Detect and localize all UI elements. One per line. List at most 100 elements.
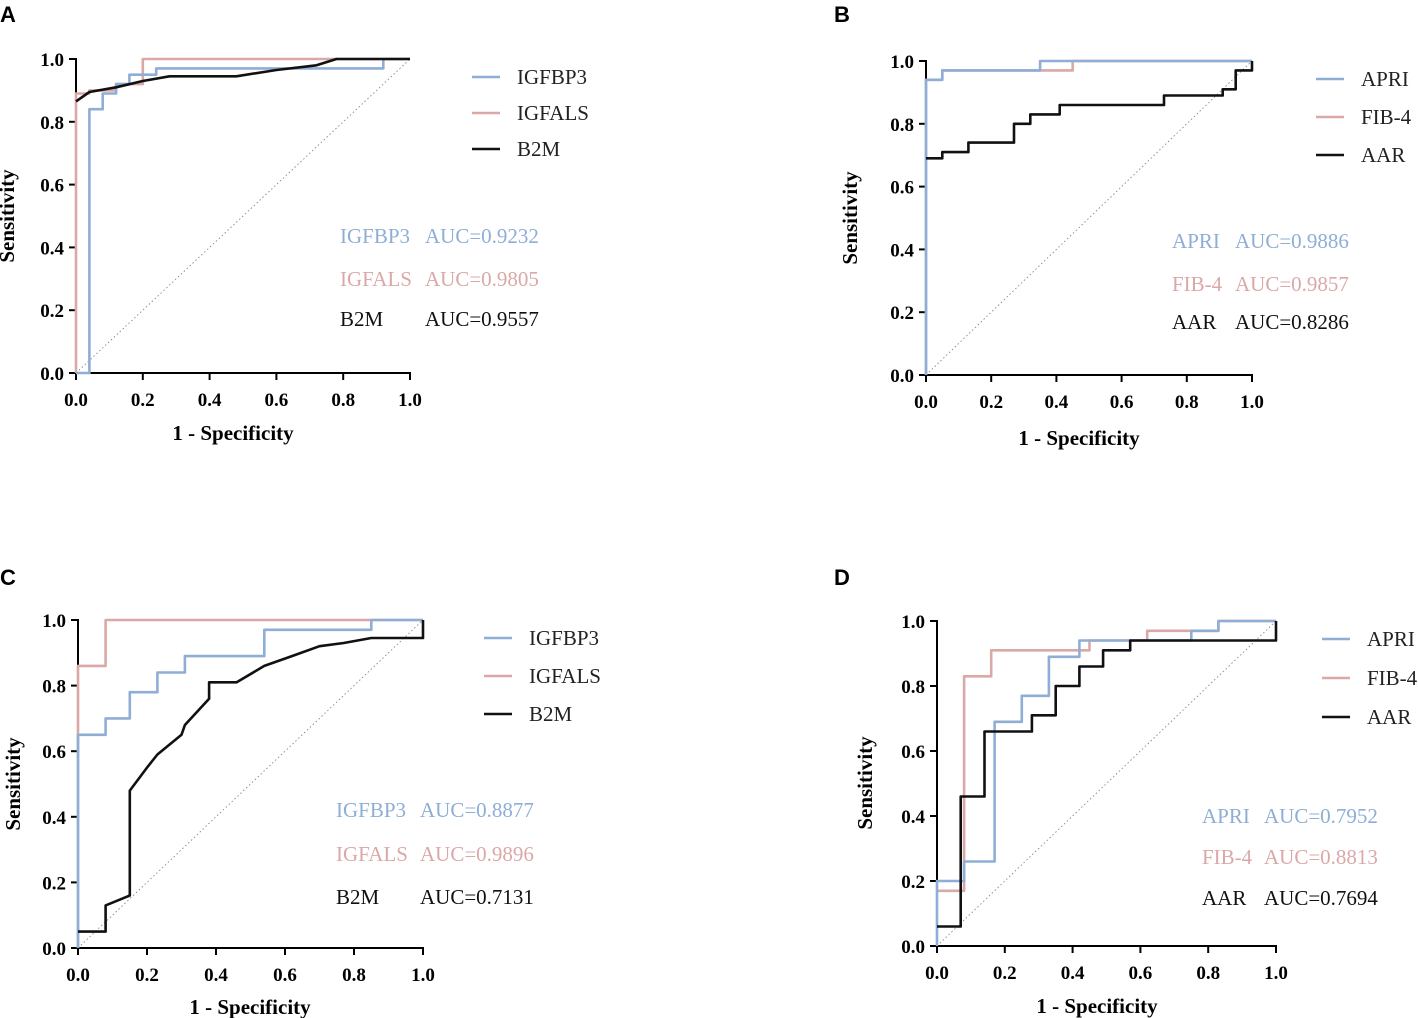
panel-c-y-tick-label: 0.8 [42,677,66,698]
panel-a-reference-diagonal [75,58,411,374]
panel-a-auc-name-b2m: B2M [340,307,384,331]
panel-a-curve-igfbp3 [76,57,410,375]
panel-b-x-tick-label: 0.4 [1045,392,1069,413]
panel-a-x-tick-label: 0.2 [131,390,155,411]
panel-d-auc-value-apri: AUC=0.7952 [1264,804,1378,828]
panel-d-y-tick-label: 0.8 [901,677,925,698]
panel-d-y-tick-label: 0.0 [901,937,925,958]
panel-b-legend-label-apri: APRI [1361,67,1409,91]
panel-c-x-tick-label: 0.8 [342,965,366,986]
panel-a-x-tick-label: 0.0 [64,390,88,411]
panel-c-auc-value-b2m: AUC=0.7131 [420,885,534,909]
panel-d-auc-name-apri: APRI [1202,804,1250,828]
panel-b-x-tick-label: 0.2 [979,392,1003,413]
panel-a-y-tick-label: 1.0 [40,50,64,71]
panel-c-legend-label-igfbp3: IGFBP3 [529,626,599,650]
panel-c-y-tick-label: 0.4 [42,808,66,829]
panel-d-x-tick-label: 0.4 [1061,963,1085,984]
panel-d-curve-apri [935,619,1276,946]
panel-b-y-tick-label: 0.0 [890,366,914,387]
panel-c-letter: C [0,565,16,590]
panel-c-y-tick-label: 0.2 [42,873,66,894]
panel-d: D 0.0 0.2 0.4 0.6 0.8 1.0 0.0 0.2 0.4 0.6 0.8 1.0 1 -… [834,565,1418,1018]
panel-d-legend-label-aar: AAR [1367,705,1411,729]
panel-b-y-tick-label: 0.8 [890,115,914,136]
panel-b-auc-name-fib-4: FIB-4 [1172,272,1223,296]
panel-a-legend-label-b2m: B2M [517,137,561,161]
panel-c-x-tick-label: 0.6 [273,965,297,986]
panel-b: B 0.0 0.2 0.4 0.6 0.8 1.0 0.0 0.2 0.4 0.6 0.8 1.0 1 -… [834,2,1412,450]
panel-a-y-tick-label: 0.2 [40,301,64,322]
panel-a-x-tick-label: 0.6 [265,390,289,411]
panel-c: C 0.0 0.2 0.4 0.6 0.8 1.0 0.0 0.2 0.4 0.6 0.8 1.0 1 -… [0,565,601,1018]
panel-d-letter: D [834,565,850,590]
panel-a-y-tick-label: 0.4 [40,238,64,259]
panel-c-legend-label-igfals: IGFALS [529,664,601,688]
panel-c-y-tick-label: 1.0 [42,611,66,632]
panel-c-x-tick-label: 1.0 [411,965,435,986]
panel-b-reference-diagonal [925,60,1253,376]
panel-d-x-tick-label: 0.2 [993,963,1017,984]
panel-c-y-axis-title: Sensitivity [1,737,25,831]
panel-b-auc-value-fib-4: AUC=0.9857 [1235,272,1349,296]
panel-d-x-tick-label: 0.0 [925,963,949,984]
panel-a-curve-b2m [75,57,410,103]
panel-b-legend-label-aar: AAR [1361,143,1405,167]
panel-b-y-axis-title: Sensitivity [838,171,862,265]
panel-c-auc-name-igfbp3: IGFBP3 [336,798,406,822]
panel-c-legend-label-b2m: B2M [529,702,573,726]
panel-b-x-tick-label: 0.6 [1110,392,1134,413]
panel-a-y-axis-title: Sensitivity [0,169,19,263]
panel-c-curve-igfbp3 [76,618,423,948]
panel-c-reference-diagonal [77,619,424,949]
panel-c-auc-name-b2m: B2M [336,885,380,909]
panel-a-auc-value-igfbp3: AUC=0.9232 [425,224,539,248]
panel-a-x-axis-title: 1 - Specificity [172,421,294,445]
panel-a-auc-name-igfals: IGFALS [340,267,412,291]
panel-b-x-tick-label: 1.0 [1240,392,1264,413]
panel-d-curve-aar [937,621,1278,928]
panel-a-auc-value-igfals: AUC=0.9805 [425,267,539,291]
panel-a-letter: A [0,2,16,27]
panel-d-auc-value-aar: AUC=0.7694 [1264,886,1378,910]
panel-d-x-tick-label: 0.6 [1129,963,1153,984]
panel-b-curve-aar [926,61,1254,160]
panel-d-y-tick-label: 0.2 [901,872,925,893]
panel-d-x-tick-label: 1.0 [1264,963,1288,984]
panel-a-legend-label-igfals: IGFALS [517,101,589,125]
panel-a-x-tick-label: 0.8 [331,390,355,411]
panel-d-x-tick-label: 0.8 [1196,963,1220,984]
panel-d-y-tick-label: 0.6 [901,742,925,763]
panel-b-y-tick-label: 0.2 [890,303,914,324]
panel-b-x-tick-label: 0.0 [914,392,938,413]
panel-c-y-tick-label: 0.6 [42,742,66,763]
panel-c-y-tick-label: 0.0 [42,939,66,960]
panel-c-x-tick-label: 0.0 [66,965,90,986]
panel-d-legend-label-fib-4: FIB-4 [1367,666,1418,690]
panel-b-legend-label-fib-4: FIB-4 [1361,105,1412,129]
panel-b-auc-name-apri: APRI [1172,229,1220,253]
panel-c-auc-value-igfbp3: AUC=0.8877 [420,798,534,822]
panel-a: A 0.0 0.2 0.4 0.6 0.8 1.0 0.0 0.2 0.4 0.6 0.8 1.0 1 -… [0,2,589,445]
panel-c-x-axis-title: 1 - Specificity [189,995,311,1018]
panel-a-auc-value-b2m: AUC=0.9557 [425,307,539,331]
panel-b-auc-value-aar: AUC=0.8286 [1235,310,1349,334]
panel-a-x-tick-label: 0.4 [198,390,222,411]
panel-c-auc-value-igfals: AUC=0.9896 [420,842,534,866]
panel-a-y-tick-label: 0.6 [40,176,64,197]
panel-c-auc-name-igfals: IGFALS [336,842,408,866]
panel-d-y-axis-title: Sensitivity [853,736,877,830]
panel-d-auc-value-fib-4: AUC=0.8813 [1264,845,1378,869]
panel-c-curve-b2m [78,620,425,933]
panel-b-x-tick-label: 0.8 [1175,392,1199,413]
panel-b-auc-value-apri: AUC=0.9886 [1235,229,1349,253]
panel-b-y-tick-label: 1.0 [890,52,914,73]
panel-d-auc-name-fib-4: FIB-4 [1202,845,1253,869]
panel-a-x-tick-label: 1.0 [398,390,422,411]
panel-b-curve-apri [924,59,1252,375]
panel-a-y-tick-label: 0.0 [40,364,64,385]
panel-b-y-tick-label: 0.4 [890,240,914,261]
panel-a-auc-name-igfbp3: IGFBP3 [340,224,410,248]
panel-b-x-axis-title: 1 - Specificity [1018,426,1140,450]
